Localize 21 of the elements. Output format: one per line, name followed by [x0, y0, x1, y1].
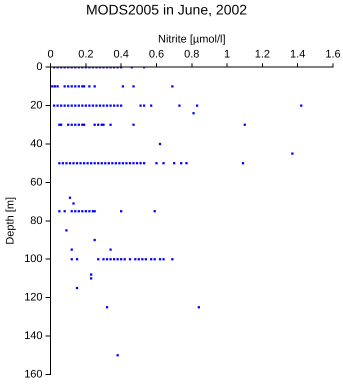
x-tick-label: 0 [47, 48, 54, 61]
y-tick-label: 100 [24, 253, 43, 266]
x-tick-label: 0.4 [114, 48, 129, 61]
y-tick-label: 60 [30, 176, 43, 188]
x-tick-label: 1.4 [290, 48, 306, 61]
y-tick-label: 80 [30, 214, 43, 227]
x-axis-title: Nitrite [µmol/l] [158, 33, 226, 46]
y-tick-label: 40 [30, 138, 43, 150]
y-tick-label: 160 [24, 368, 43, 380]
x-tick-label: 1 [224, 48, 230, 61]
y-axis-title: Depth [m] [4, 196, 17, 245]
y-tick-label: 140 [24, 330, 43, 342]
x-tick-label: 1.2 [254, 48, 270, 61]
x-tick-label: 1.6 [325, 48, 341, 61]
y-tick-label: 0 [36, 61, 43, 74]
chart-title: MODS2005 in June, 2002 [86, 1, 248, 18]
x-tick-label: 0.6 [148, 48, 164, 61]
x-tick-label: 0.2 [78, 48, 94, 61]
y-tick-label: 20 [30, 100, 43, 112]
y-tick-label: 120 [24, 292, 43, 304]
x-tick-label: 0.8 [184, 48, 200, 61]
